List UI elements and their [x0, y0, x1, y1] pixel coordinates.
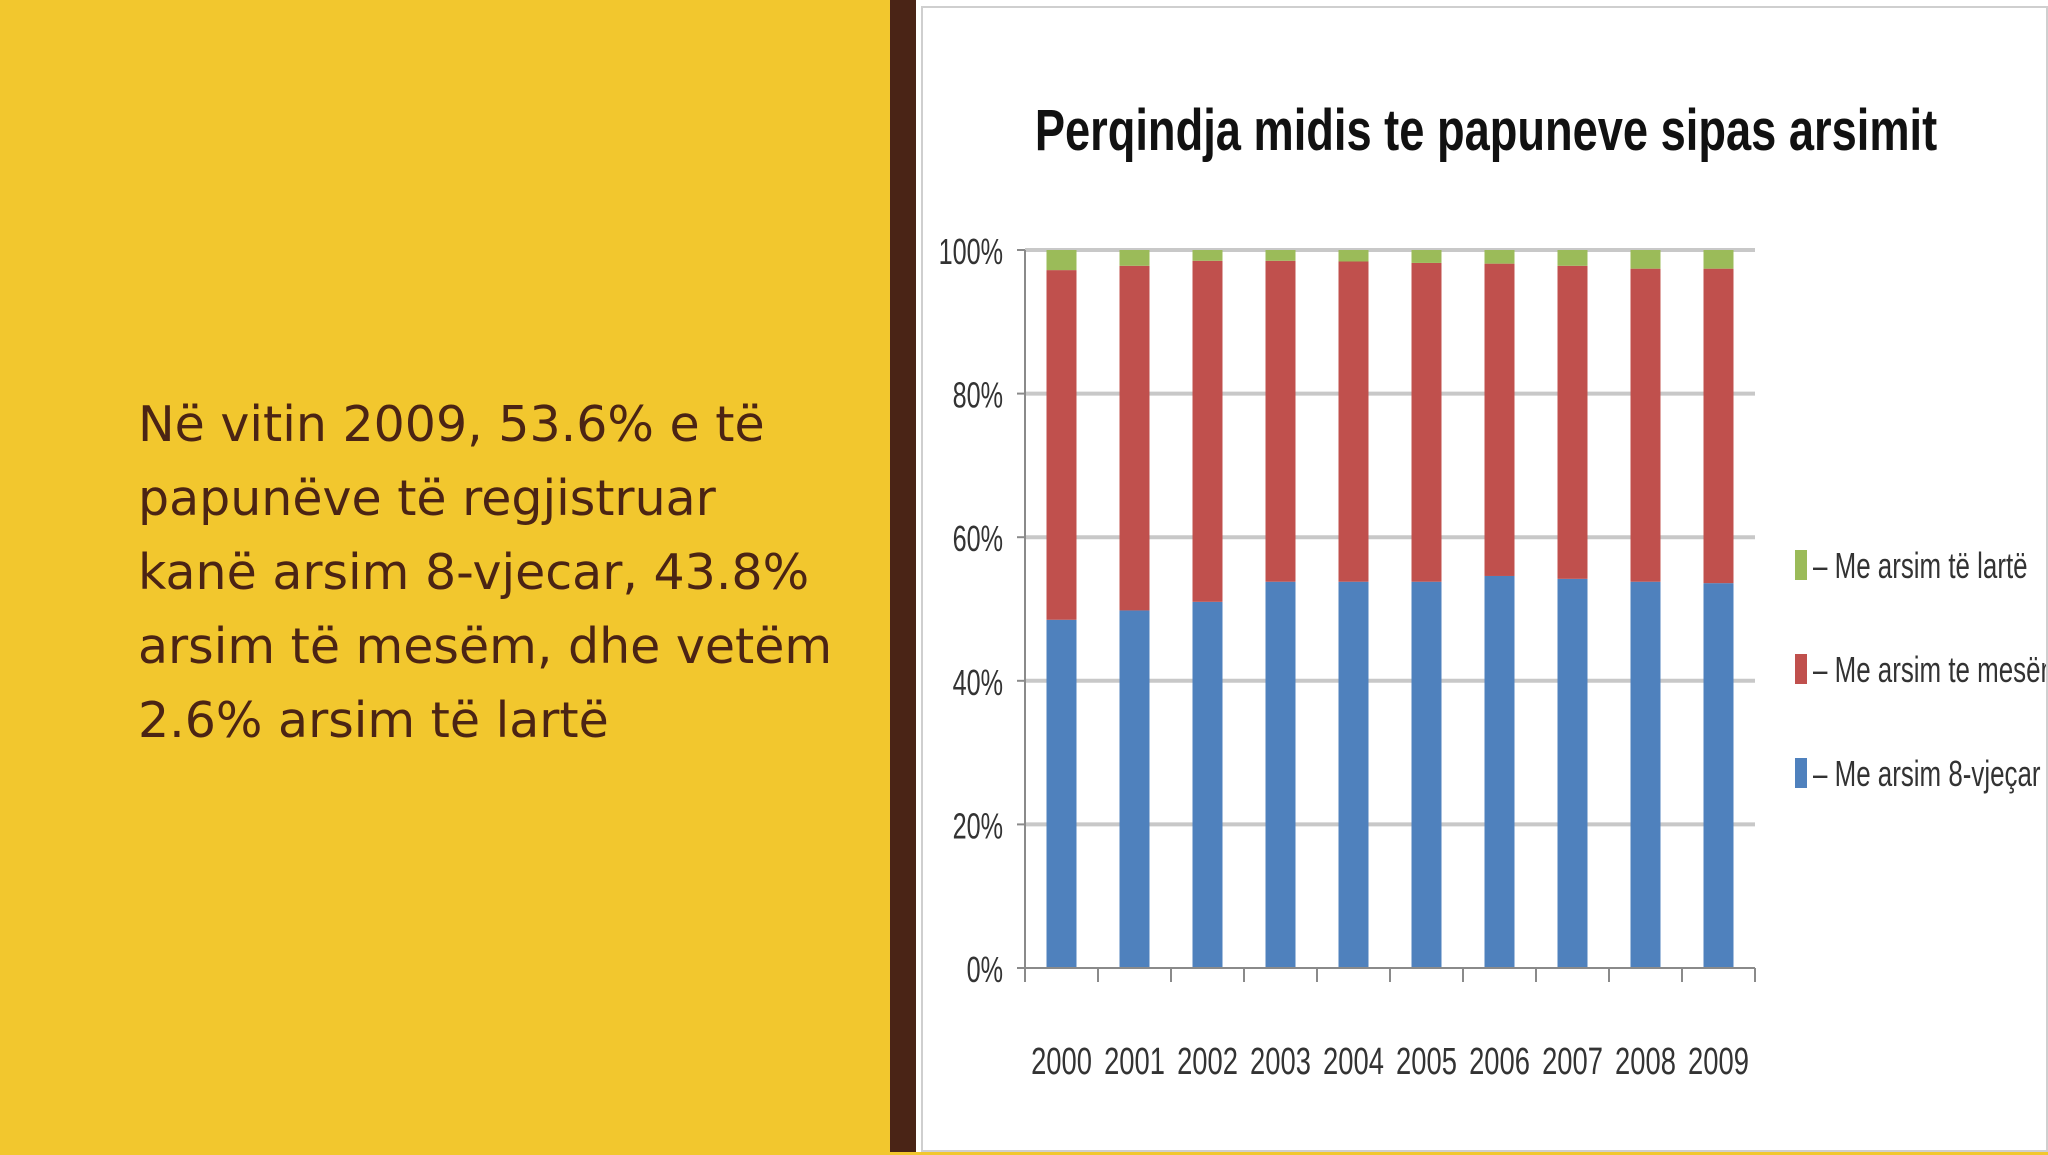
legend: – Me arsim të lartë – Me arsim te mesëm – … [1795, 546, 2048, 794]
bar-segment [1703, 250, 1734, 269]
bar-segment [1630, 581, 1661, 968]
axes: 0% 20% 40% 60% 80% 100% 2000 2001 2002 2003 2004 20… [939, 232, 1756, 1083]
bar-segment [1557, 578, 1588, 968]
bar-segment [1119, 250, 1150, 266]
x-tick-label: 2004 [1323, 1041, 1384, 1083]
bar-segment [1557, 265, 1588, 579]
x-tick-label: 2008 [1615, 1041, 1676, 1083]
legend-swatch [1795, 550, 1807, 580]
legend-label: – Me arsim te mesëm [1813, 650, 2046, 690]
x-tick-label: 2005 [1396, 1041, 1457, 1083]
chart-frame: Perqindja midis te papuneve sipas arsimi… [921, 6, 2048, 1152]
bar-segment [1192, 250, 1223, 261]
x-tick-label: 2002 [1177, 1041, 1238, 1083]
bar-segment [1265, 581, 1296, 968]
bar-segment [1119, 265, 1150, 611]
bar-segment [1265, 250, 1296, 261]
y-tick-label: 100% [939, 232, 1003, 273]
bar-segment [1192, 601, 1223, 968]
chart-title: Perqindja midis te papuneve sipas arsimi… [1035, 99, 1937, 164]
bar-segment [1119, 610, 1150, 968]
legend-swatch [1795, 654, 1807, 684]
bar-segment [1338, 581, 1369, 968]
x-tick-label: 2003 [1250, 1041, 1311, 1083]
bar-segment [1703, 583, 1734, 968]
bar-segment [1484, 250, 1515, 264]
bars [1046, 250, 1734, 968]
bar-segment [1046, 250, 1077, 271]
text-panel: Në vitin 2009, 53.6% e të papunëve të re… [0, 0, 890, 1152]
bar-segment [1411, 581, 1442, 968]
legend-label: – Me arsim të lartë [1813, 546, 2028, 586]
bar-segment [1557, 250, 1588, 266]
bar-segment [1338, 250, 1369, 262]
bar-segment [1484, 575, 1515, 968]
x-tick-label: 2000 [1031, 1041, 1092, 1083]
slide-body-text: Në vitin 2009, 53.6% e të papunëve të re… [138, 396, 833, 749]
bar-segment [1411, 262, 1442, 582]
bar-segment [1265, 260, 1296, 582]
x-tick-label: 2009 [1688, 1041, 1749, 1083]
bar-segment [1630, 250, 1661, 269]
bar-segment [1338, 261, 1369, 582]
y-tick-label: 40% [953, 662, 1003, 703]
bar-segment [1411, 250, 1442, 263]
bar-segment [1703, 268, 1734, 584]
x-tick-label: 2001 [1104, 1041, 1165, 1083]
x-tick-label: 2007 [1542, 1041, 1603, 1083]
y-tick-label: 80% [953, 375, 1003, 416]
x-tick-label: 2006 [1469, 1041, 1530, 1083]
y-tick-label: 20% [953, 806, 1003, 847]
bar-segment [1484, 263, 1515, 576]
y-tick-label: 60% [953, 519, 1003, 560]
bar-segment [1046, 619, 1077, 968]
legend-label: – Me arsim 8-vjeçar [1813, 754, 2041, 794]
y-tick-label: 0% [967, 950, 1003, 991]
bar-segment [1630, 268, 1661, 582]
legend-swatch [1795, 758, 1807, 788]
bar-segment [1046, 270, 1077, 620]
stacked-bar-chart: Perqindja midis te papuneve sipas arsimi… [939, 99, 2048, 1083]
slide-divider [890, 0, 916, 1152]
bar-segment [1192, 260, 1223, 602]
